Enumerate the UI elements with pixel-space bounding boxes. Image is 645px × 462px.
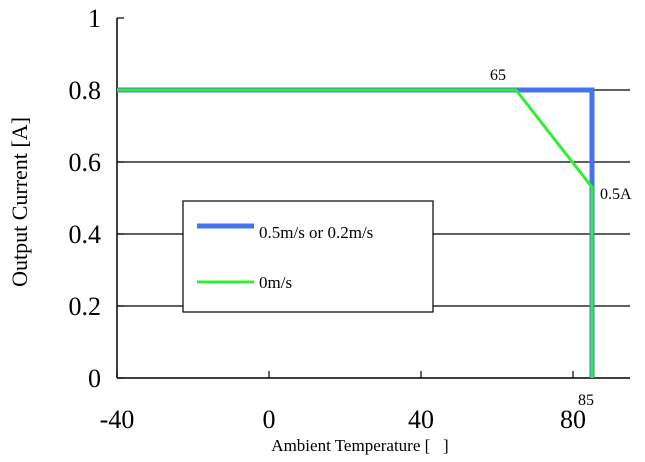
x-tick-label-1: 0 xyxy=(263,405,276,434)
y-axis-label: Output Current [A] xyxy=(7,117,32,287)
y-tick-label-3: 0.6 xyxy=(69,148,102,177)
tick-labels: 0 0.2 0.4 0.6 0.8 1 -40 0 40 80 xyxy=(69,4,587,434)
y-tick-label-1: 0.2 xyxy=(69,292,102,321)
legend-box xyxy=(182,200,434,313)
y-tick-label-0: 0 xyxy=(88,364,101,393)
legend-label-0: 0.5m/s or 0.2m/s xyxy=(259,223,373,242)
y-tick-label-2: 0.4 xyxy=(69,220,102,249)
axes xyxy=(116,17,630,379)
annotations: 65 0.5A 85 xyxy=(490,67,632,409)
x-axis-label: Ambient Temperature [ ] xyxy=(271,436,448,455)
legend: 0.5m/s or 0.2m/s 0m/s xyxy=(182,200,434,313)
series-lines xyxy=(117,87,595,378)
x-tick-label-2: 40 xyxy=(408,405,434,434)
annotation-2: 85 xyxy=(578,392,594,409)
y-tick-label-4: 0.8 xyxy=(69,76,102,105)
x-tick-label-3: 80 xyxy=(560,405,586,434)
x-tick-label-0: -40 xyxy=(100,405,135,434)
annotation-1: 0.5A xyxy=(600,186,632,203)
y-tick-label-5: 1 xyxy=(88,4,101,33)
series-line-1 xyxy=(117,88,594,378)
legend-label-1: 0m/s xyxy=(259,273,292,292)
annotation-0: 65 xyxy=(490,67,506,84)
